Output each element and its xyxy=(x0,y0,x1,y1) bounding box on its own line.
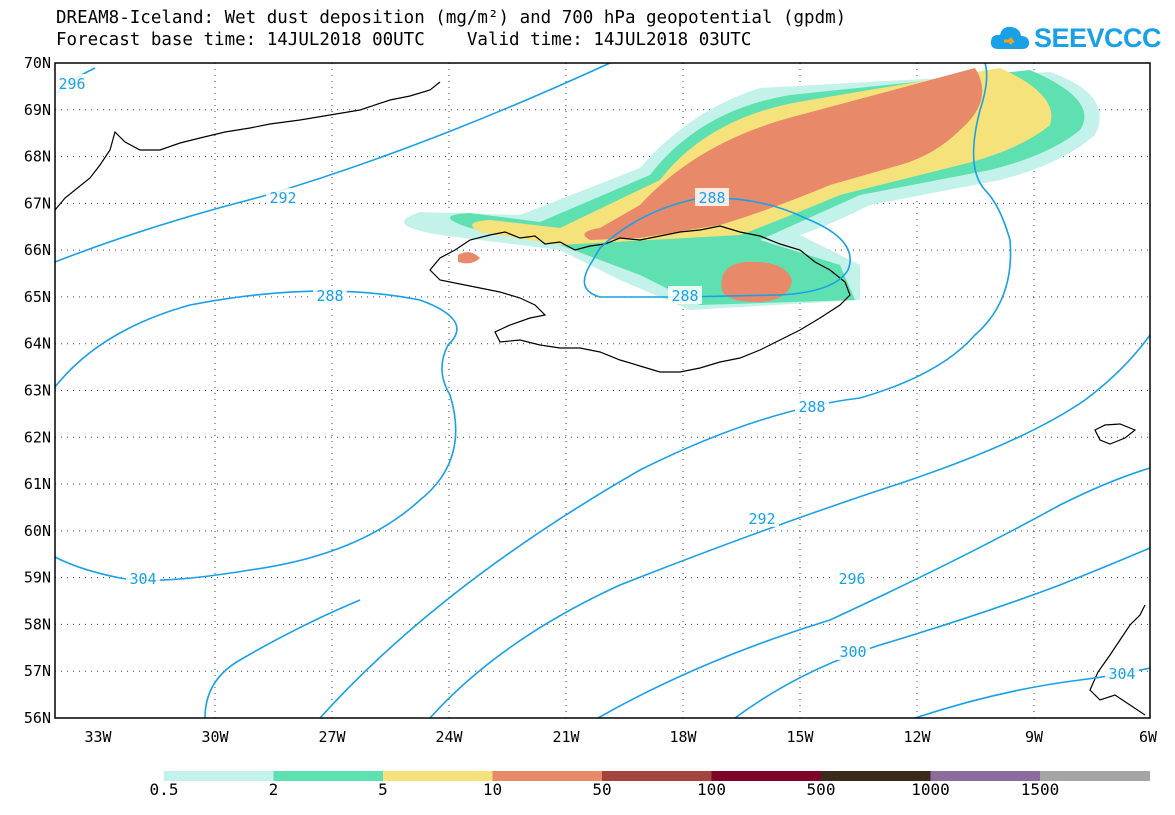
lat-label: 61N xyxy=(24,475,51,493)
iceland-coastline xyxy=(429,225,851,373)
colorbar-label: 2 xyxy=(268,780,279,799)
lat-label: 66N xyxy=(24,241,51,259)
contour-288-iceland xyxy=(583,197,851,298)
contour-label-bg xyxy=(795,397,829,415)
lat-label: 57N xyxy=(24,662,51,680)
colorbar-segment xyxy=(711,771,822,781)
lon-label: 15W xyxy=(786,728,814,746)
contour-label-bg xyxy=(313,286,347,304)
lat-label: 67N xyxy=(24,194,51,212)
lat-label: 60N xyxy=(24,522,51,540)
seevccc-logo: SEEVCCC xyxy=(990,18,1162,58)
logo-text: SEEVCCC xyxy=(1034,22,1162,53)
faroe-coastline xyxy=(1094,423,1137,445)
contour-label-bg xyxy=(745,509,779,527)
lon-label: 12W xyxy=(903,728,931,746)
lat-label: 59N xyxy=(24,569,51,587)
contour-label: 304 xyxy=(1108,665,1135,683)
contour-label-bg xyxy=(126,569,160,587)
lon-label: 9W xyxy=(1025,728,1044,746)
contour-label: 292 xyxy=(748,510,775,528)
contour-label-bg xyxy=(835,569,869,587)
lon-label: 24W xyxy=(435,728,463,746)
contour-label: 296 xyxy=(58,75,85,93)
contour-label: 288 xyxy=(316,287,343,305)
lon-label: 6W xyxy=(1139,728,1158,746)
colorbar-label: 0.5 xyxy=(149,780,179,799)
lon-label: 18W xyxy=(669,728,697,746)
colorbar-label: 1500 xyxy=(1020,780,1060,799)
contour-label: 300 xyxy=(839,643,866,661)
contour-label-bg xyxy=(695,188,729,206)
coastlines xyxy=(54,81,1146,716)
forecast-times: Forecast base time: 14JUL2018 00UTC Vali… xyxy=(56,30,752,50)
lat-label: 63N xyxy=(24,382,51,400)
lat-label: 69N xyxy=(24,101,51,119)
lat-label: 62N xyxy=(24,428,51,446)
lon-label: 27W xyxy=(318,728,346,746)
contour-label-bg xyxy=(668,286,702,304)
colorbar-label: 5 xyxy=(378,780,388,799)
colorbar-segment xyxy=(383,771,493,781)
contour-292-east xyxy=(319,62,1012,719)
map-frame xyxy=(54,62,1151,719)
contour-label-bg xyxy=(836,642,870,660)
lat-label: 56N xyxy=(24,709,51,727)
map-title: DREAM8-Iceland: Wet dust deposition (mg/… xyxy=(56,8,847,28)
dust-band-10 xyxy=(584,68,983,240)
lat-label: 70N xyxy=(24,54,51,72)
contour-label: 304 xyxy=(129,570,156,588)
cloud-icon xyxy=(990,26,1029,49)
contour-label-bg xyxy=(266,188,300,206)
contour-288-west xyxy=(54,290,458,582)
contour-label: 288 xyxy=(798,398,825,416)
colorbar-segment xyxy=(164,771,274,781)
lon-label: 21W xyxy=(552,728,580,746)
colorbar-segment xyxy=(602,771,712,781)
colorbar-segment xyxy=(492,771,603,781)
contour-296-south xyxy=(429,334,1151,719)
contour-label-bg xyxy=(1105,664,1139,682)
lat-label: 64N xyxy=(24,335,51,353)
colorbar-label: 10 xyxy=(482,780,503,799)
colorbar-label: 100 xyxy=(697,780,726,799)
contour-label: 296 xyxy=(838,570,865,588)
colorbar-segment xyxy=(930,771,1041,781)
colorbar-label: 50 xyxy=(592,780,612,799)
contour-label: 288 xyxy=(671,287,698,305)
colorbar-segment xyxy=(273,771,384,781)
lat-label: 65N xyxy=(24,288,51,306)
contour-label: 288 xyxy=(698,189,725,207)
lon-label: 30W xyxy=(201,728,229,746)
contour-304-mid xyxy=(734,547,1151,719)
colorbar-segment xyxy=(1040,771,1150,781)
longitude-labels: 33W 30W 27W 24W 21W 18W 15W 12W 9W 6W xyxy=(84,728,1158,746)
scotland-coastline xyxy=(1089,604,1146,716)
colorbar-label: 500 xyxy=(806,780,836,799)
lon-label: 33W xyxy=(84,728,112,746)
greenland-coastline xyxy=(54,81,441,211)
latitude-labels: 70N 69N 68N 67N 66N 65N 64N 63N 62N 61N 60N 59N 58N 5… xyxy=(24,54,51,727)
contour-label: 292 xyxy=(269,189,296,207)
contour-label-bg xyxy=(55,74,89,92)
dust-deposition-shading xyxy=(404,68,1100,310)
lat-label: 58N xyxy=(24,615,51,633)
dust-band-10-west xyxy=(458,252,480,264)
contour-labels: 296 292 288 288 288 288 292 296 300 304 304 xyxy=(55,74,1139,683)
lat-label: 68N xyxy=(24,148,51,166)
colorbar xyxy=(164,771,1150,781)
dust-band-10-east xyxy=(721,261,792,302)
contour-300 xyxy=(597,467,1151,719)
contour-288-sw-low xyxy=(204,599,361,719)
colorbar-label: 1000 xyxy=(911,780,950,799)
colorbar-segment xyxy=(821,771,931,781)
